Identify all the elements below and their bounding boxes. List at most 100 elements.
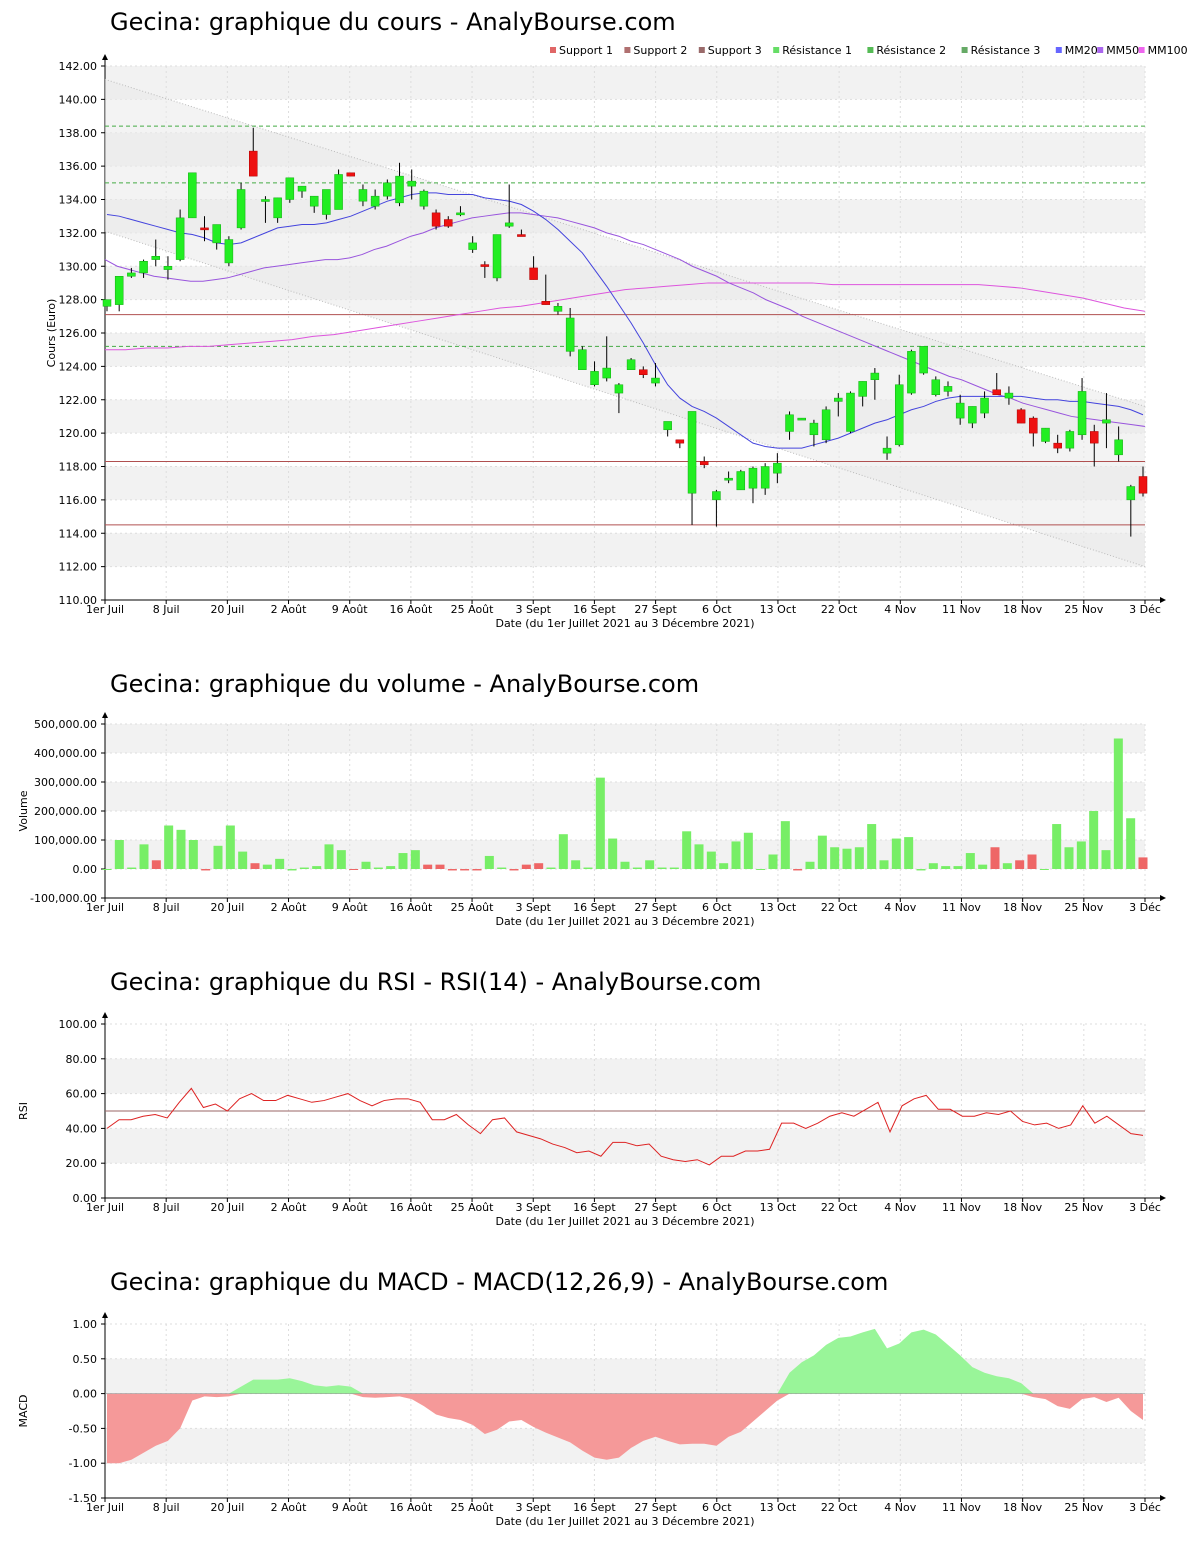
price-xtick-label: 16 Sept (573, 603, 616, 616)
volume-bar (287, 869, 297, 871)
volume-chart: -100,000.00 0.00 100,000.00 200,000.00 300,0… (17, 712, 1166, 928)
legend-swatch (867, 47, 874, 53)
macd-xtick-label: 2 Août (271, 1501, 308, 1514)
candle-body (273, 197, 282, 219)
volume-bar (460, 869, 470, 871)
macd-chart-title: Gecina: graphique du MACD - MACD(12,26,9… (110, 1268, 889, 1296)
price-x-arrow (1160, 597, 1166, 603)
rsi-x-arrow (1160, 1195, 1166, 1201)
volume-bar (250, 863, 260, 869)
candle-body (102, 299, 112, 307)
candle-body (858, 381, 867, 397)
macd-x-axis-label: Date (du 1er Juillet 2021 au 3 Décembre … (495, 1515, 754, 1528)
candle-body (504, 222, 514, 227)
volume-ytick-label: 300,000.00 (34, 776, 97, 789)
candle-body (1126, 486, 1136, 501)
volume-xtick-label: 11 Nov (942, 901, 981, 914)
volume-xtick-label: 1er Juil (86, 901, 124, 914)
candle-body (980, 397, 989, 414)
volume-bar (151, 860, 161, 869)
candle-body (760, 466, 770, 489)
volume-bar (780, 821, 790, 869)
volume-bar (793, 869, 803, 871)
candle-body (1102, 419, 1111, 424)
rsi-xtick-label: 8 Juil (153, 1201, 180, 1214)
volume-xtick-label: 3 Déc (1129, 901, 1161, 914)
volume-bar (830, 847, 840, 869)
volume-bar (1015, 860, 1025, 869)
volume-bar (805, 861, 815, 869)
macd-xtick-label: 25 Nov (1064, 1501, 1103, 1514)
candle-body (919, 346, 928, 374)
volume-bar (139, 844, 149, 869)
candle-body (565, 317, 575, 352)
price-ytick-label: 126.00 (59, 327, 98, 340)
candle-body (687, 411, 697, 494)
macd-negative-area (107, 1393, 1143, 1464)
candle-body (1053, 442, 1062, 449)
volume-bar (127, 867, 137, 869)
candle-body (736, 471, 746, 491)
macd-xtick-label: 3 Déc (1129, 1501, 1161, 1514)
candle-body (456, 212, 465, 216)
volume-grid-band (105, 782, 1145, 811)
volume-y-arrow (102, 712, 108, 718)
volume-bar (928, 863, 938, 869)
volume-xtick-label: 20 Juil (210, 901, 244, 914)
candle-body (614, 384, 624, 394)
candle-body (139, 260, 148, 274)
candle-body (785, 414, 794, 432)
volume-bar (398, 853, 408, 869)
volume-bar (990, 847, 1000, 869)
price-xtick-label: 9 Août (332, 603, 369, 616)
volume-bar (891, 838, 901, 869)
candle-body (639, 369, 648, 375)
candle-body (1077, 391, 1087, 436)
candle-body (322, 189, 331, 215)
rsi-xtick-label: 25 Août (451, 1201, 495, 1214)
volume-ytick-label: 100,000.00 (34, 834, 97, 847)
volume-bar (854, 847, 864, 869)
volume-xtick-label: 8 Juil (153, 901, 180, 914)
volume-bar (102, 869, 112, 870)
macd-y-axis-label: MACD (17, 1395, 30, 1428)
volume-bar (1027, 854, 1037, 869)
macd-chart: -1.50 -1.00 -0.50 0.00 0.50 1.00 1er Juil 8 Jui… (17, 1312, 1166, 1528)
volume-bar (743, 832, 753, 869)
candle-body (578, 349, 587, 370)
volume-xtick-label: 16 Sept (573, 901, 616, 914)
volume-bar (1076, 841, 1086, 869)
candle-body (1041, 427, 1050, 442)
rsi-xtick-label: 2 Août (271, 1201, 308, 1214)
price-xtick-label: 18 Nov (1003, 603, 1042, 616)
volume-x-axis-label: Date (du 1er Juillet 2021 au 3 Décembre … (495, 915, 754, 928)
macd-xtick-label: 1er Juil (86, 1501, 124, 1514)
volume-bar (164, 825, 174, 869)
candle-body (1016, 409, 1026, 424)
macd-y-arrow (102, 1312, 108, 1318)
volume-bar (312, 866, 322, 869)
candle-body (468, 242, 477, 250)
volume-bar (756, 869, 766, 870)
legend-label: Résistance 3 (971, 44, 1041, 57)
candle-body (529, 267, 538, 280)
volume-xtick-label: 13 Oct (760, 901, 797, 914)
rsi-chart-title: Gecina: graphique du RSI - RSI(14) - Ana… (110, 968, 762, 996)
volume-xtick-label: 25 Août (451, 901, 495, 914)
candle-body (590, 371, 599, 385)
volume-bar (706, 851, 716, 869)
candle-body (1004, 392, 1014, 399)
price-ytick-label: 138.00 (59, 127, 98, 140)
candle-body (541, 301, 551, 305)
volume-bar (669, 867, 679, 869)
price-grid-band (105, 533, 1145, 567)
candle-body (1138, 476, 1148, 494)
volume-xtick-label: 4 Nov (884, 901, 916, 914)
legend-label: Résistance 1 (782, 44, 852, 57)
price-ytick-label: 120.00 (59, 427, 98, 440)
volume-bar (978, 864, 988, 869)
volume-bar (620, 861, 630, 869)
volume-ytick-label: 400,000.00 (34, 747, 97, 760)
candle-body (834, 397, 843, 402)
legend-swatch (698, 47, 705, 53)
